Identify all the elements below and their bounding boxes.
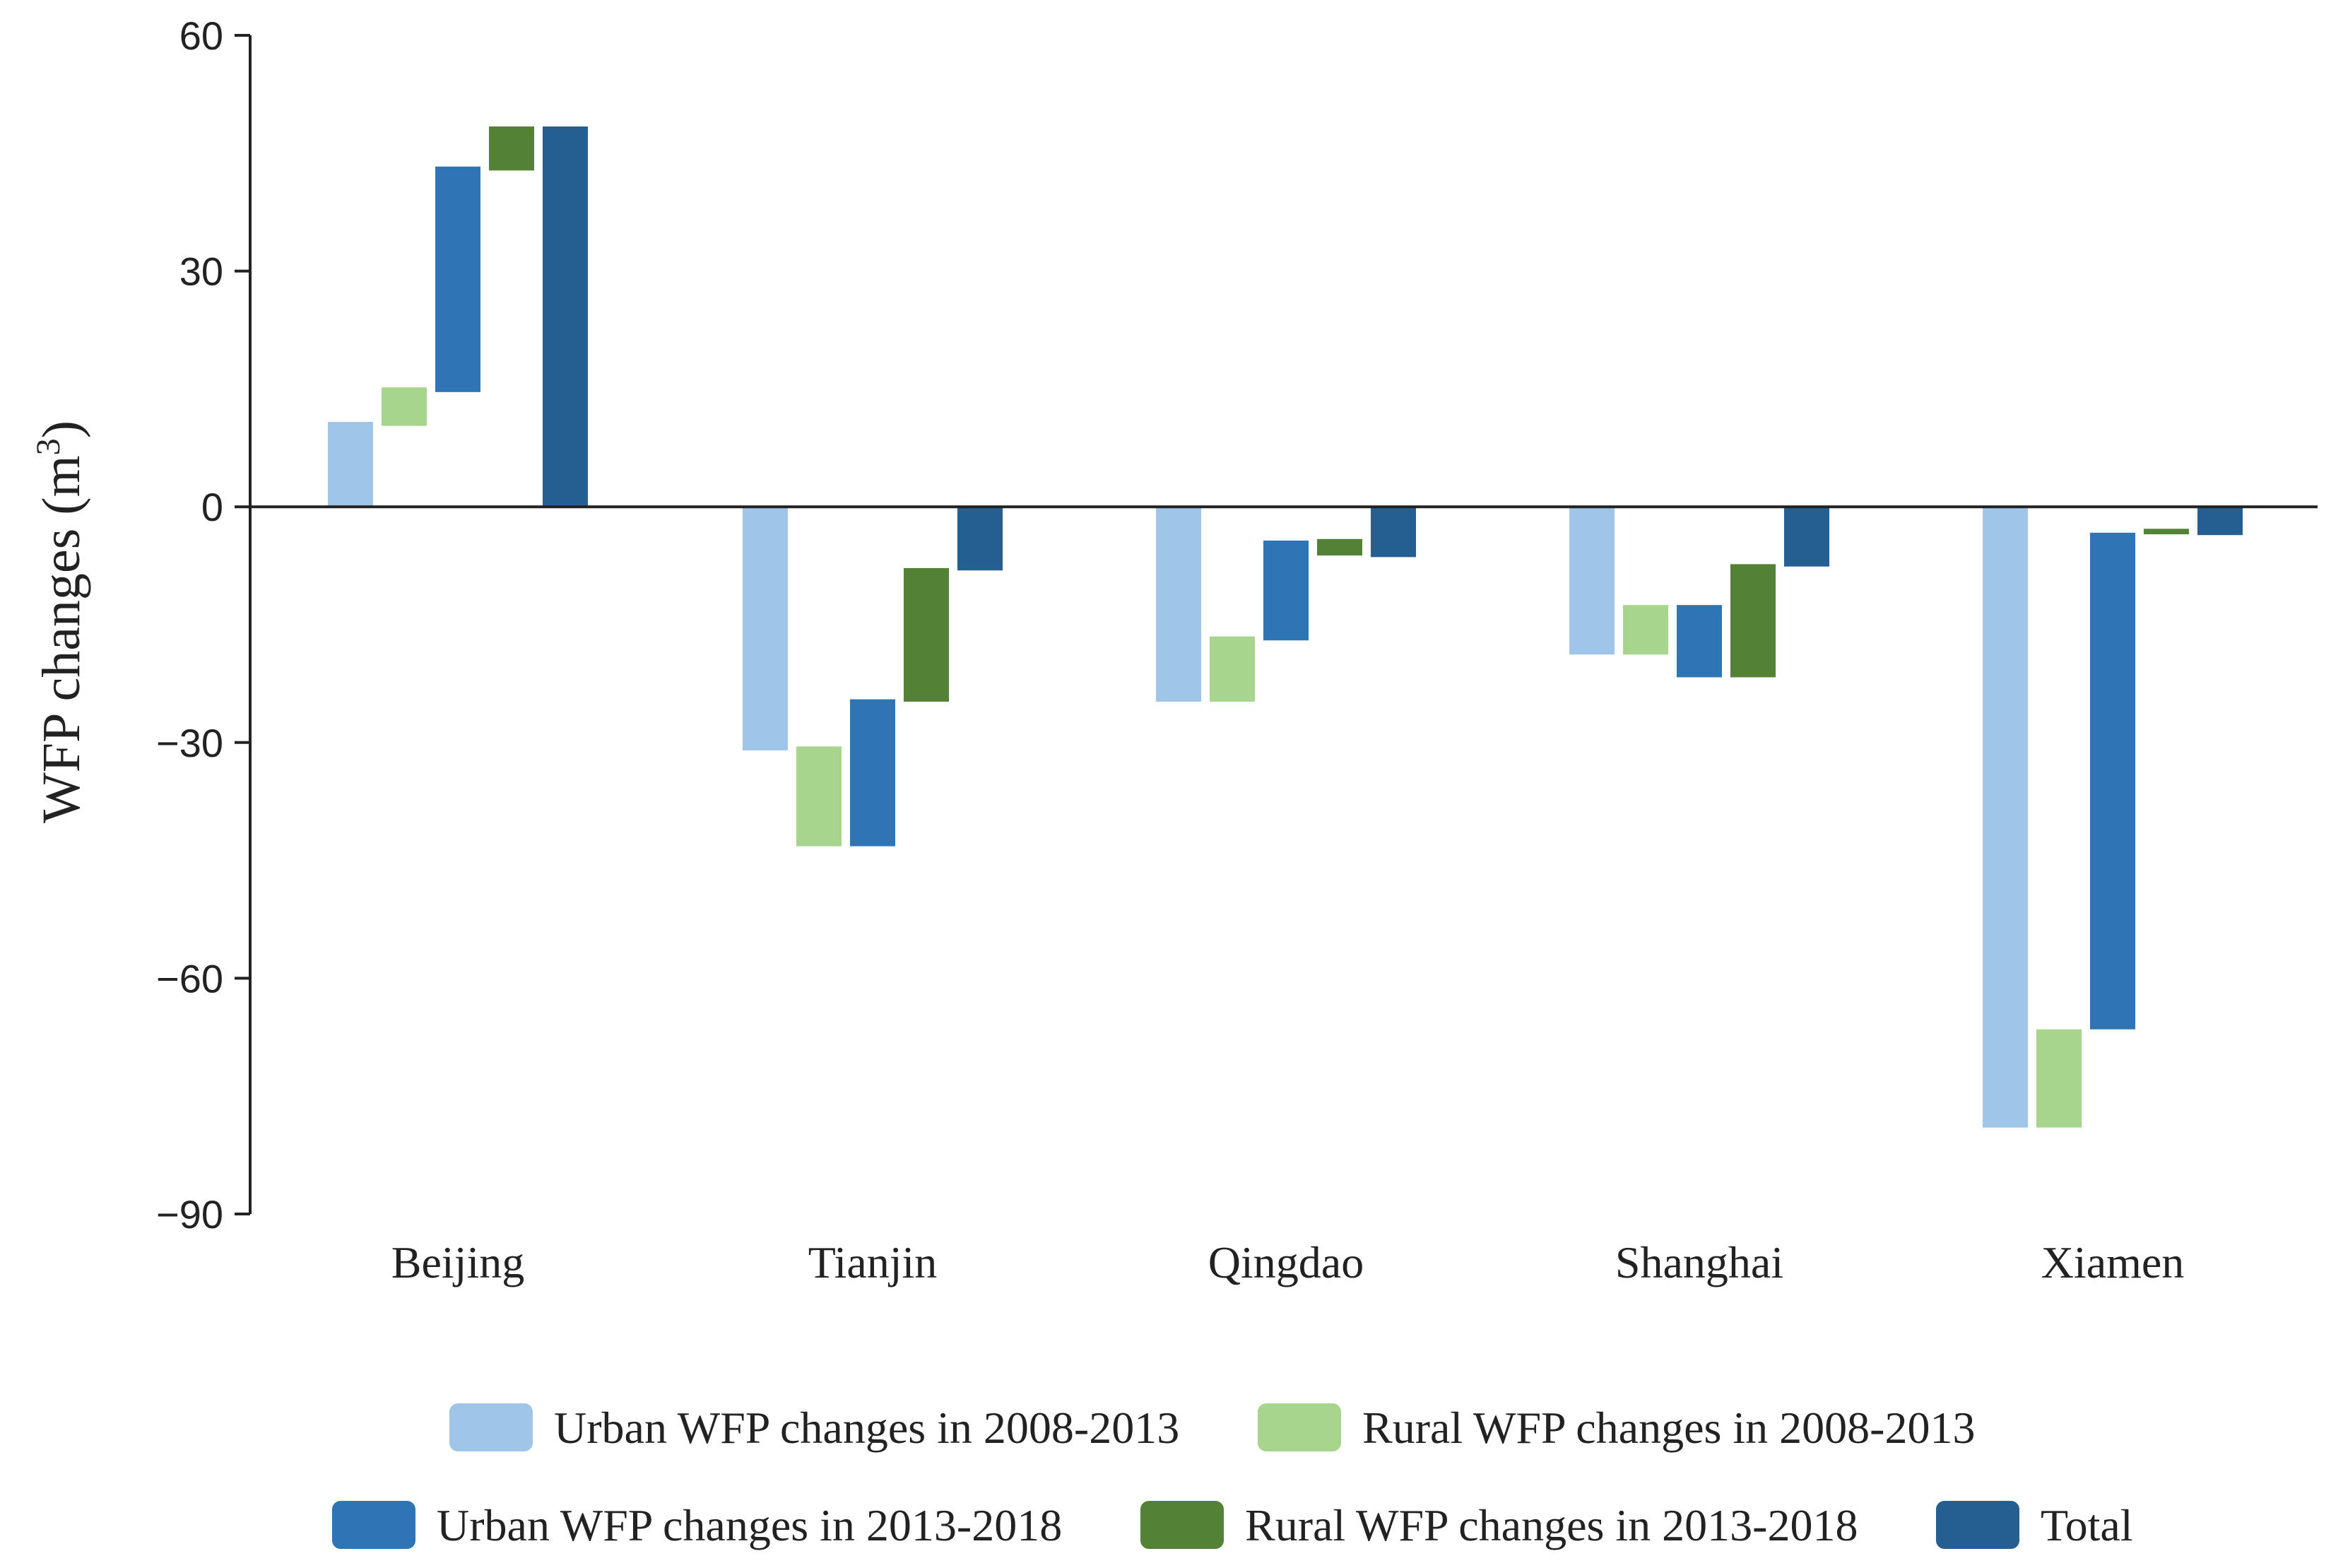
y-axis-label-close: ) (32, 420, 91, 438)
bar (904, 567, 949, 702)
y-axis-label-superscript: 3 (30, 438, 67, 455)
bar (796, 746, 842, 847)
bar (743, 507, 788, 750)
legend-label: Rural WFP changes in 2008-2013 (1362, 1403, 1975, 1453)
y-tick-label: 60 (179, 13, 223, 58)
bar (2090, 532, 2135, 1030)
bar (850, 699, 895, 847)
bar (1371, 507, 1416, 558)
x-category-label: Xiamen (2041, 1237, 2185, 1287)
y-axis-label: WFP changes (m3) (30, 420, 91, 823)
legend-swatch (1140, 1501, 1224, 1549)
bar (957, 507, 1003, 571)
bar (1263, 541, 1309, 641)
legend-swatch (1936, 1501, 2019, 1549)
legend-swatch (1258, 1403, 1341, 1451)
y-tick-label: −60 (156, 956, 223, 1001)
bar (489, 126, 534, 171)
bar (543, 126, 588, 507)
bar (1677, 605, 1722, 678)
y-tick-label: 30 (179, 249, 223, 294)
y-tick-label: 0 (201, 485, 223, 529)
legend-swatch (332, 1501, 415, 1549)
x-category-label: Qingdao (1208, 1237, 1364, 1287)
y-tick-label: −30 (156, 721, 223, 765)
legend-swatch (449, 1403, 533, 1451)
bar (1983, 507, 2028, 1128)
bar (2197, 507, 2243, 536)
bar (1317, 538, 1362, 556)
x-category-label: Beijing (391, 1237, 524, 1287)
bar (1210, 636, 1255, 702)
bar (2144, 529, 2189, 535)
legend-label: Rural WFP changes in 2013-2018 (1245, 1500, 1858, 1550)
x-category-label: Tianjin (808, 1237, 938, 1287)
bar (1156, 507, 1201, 702)
svg-text:WFP changes (m3): WFP changes (m3) (30, 420, 91, 823)
bar (328, 422, 373, 507)
bar (1569, 507, 1615, 655)
bar (382, 387, 427, 426)
legend-label: Urban WFP changes in 2013-2018 (437, 1500, 1062, 1550)
x-category-label: Shanghai (1615, 1237, 1783, 1287)
bar (1623, 605, 1668, 655)
y-axis-label-main: WFP changes (m (32, 455, 91, 823)
legend-label: Urban WFP changes in 2008-2013 (554, 1403, 1179, 1453)
bar (1730, 564, 1776, 678)
y-tick-label: −90 (156, 1192, 223, 1237)
bar (1784, 507, 1829, 567)
legend-label: Total (2041, 1500, 2133, 1550)
bar (2036, 1029, 2082, 1128)
bar (435, 166, 480, 392)
